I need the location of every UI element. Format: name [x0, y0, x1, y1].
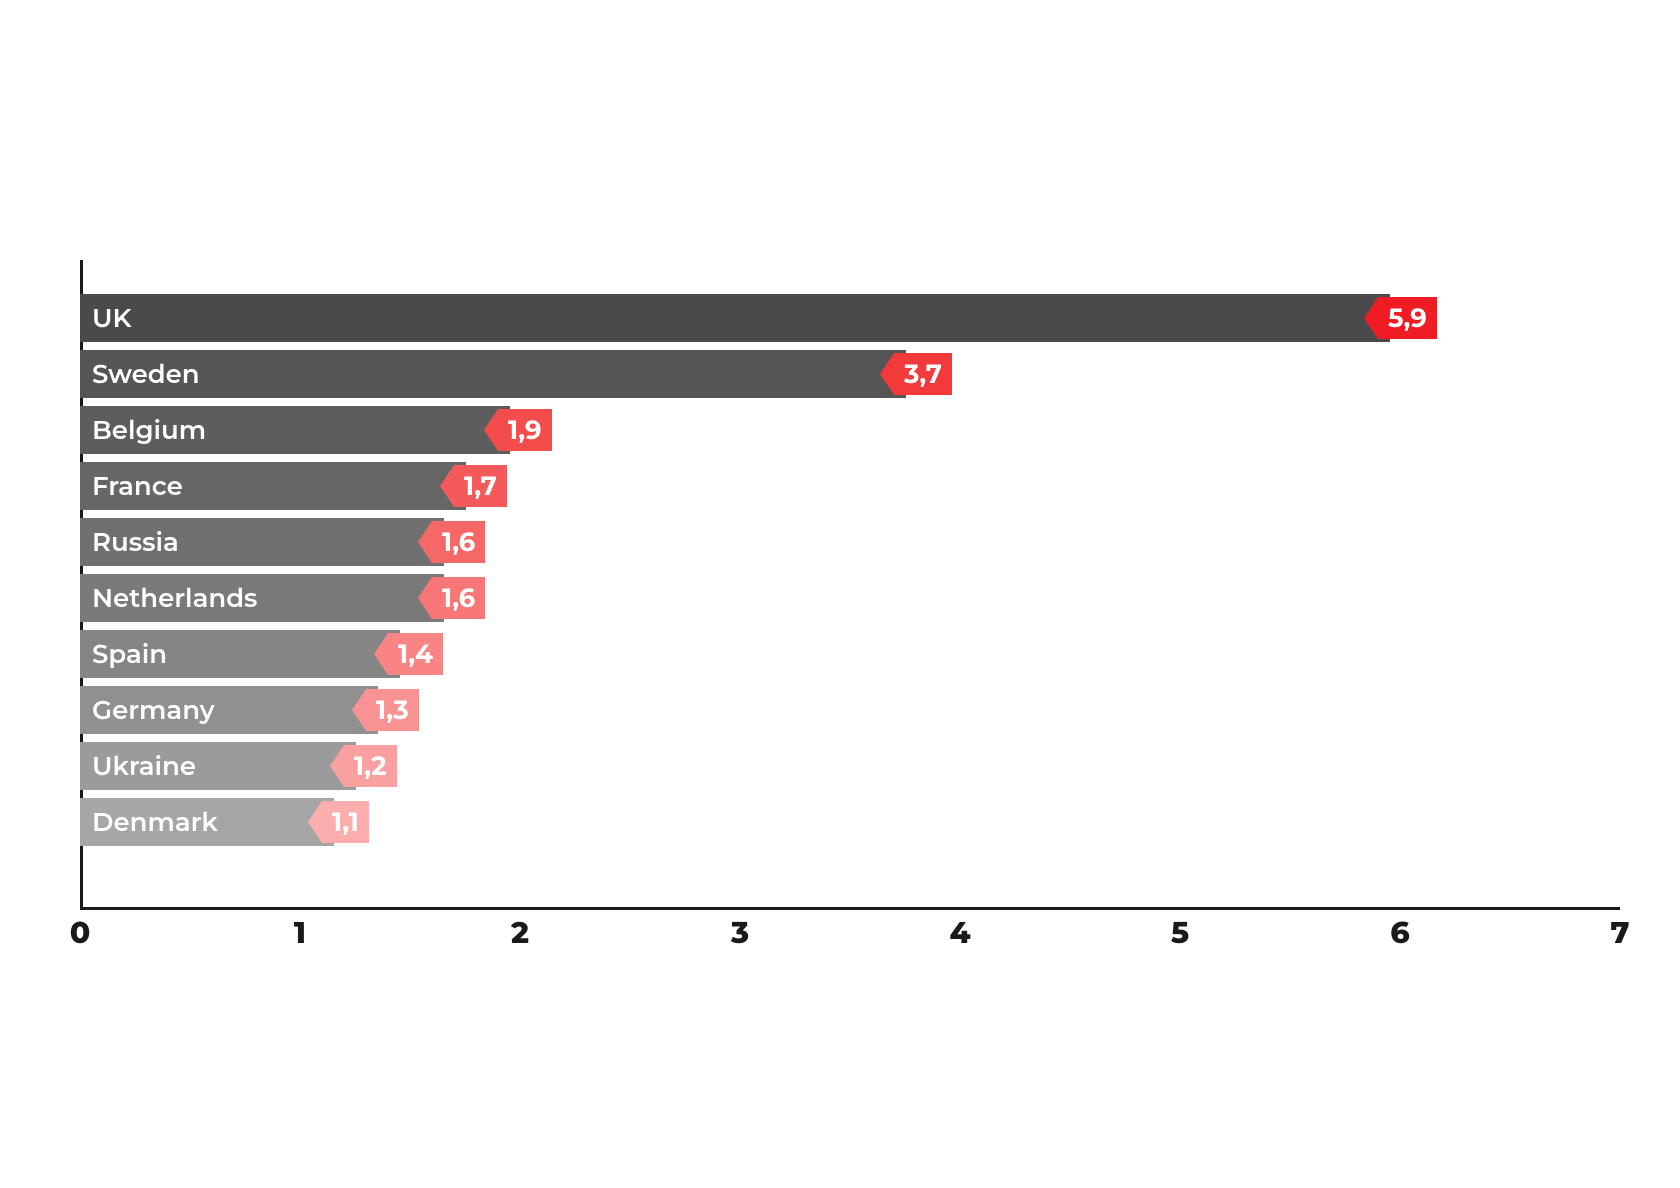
bar-row: Ukraine 1,2 — [80, 738, 1620, 794]
value-tag-body: 1,6 — [432, 521, 485, 563]
value-tag-body: 1,2 — [344, 745, 397, 787]
bar: Spain — [80, 630, 400, 678]
x-tick: 7 — [1611, 914, 1630, 951]
value-tag: 1,9 — [498, 409, 562, 451]
bar-value: 1,2 — [354, 750, 387, 782]
bar-label: France — [92, 470, 183, 502]
bar-row: Spain 1,4 — [80, 626, 1620, 682]
value-tag: 5,9 — [1378, 297, 1447, 339]
bar-label: Germany — [92, 694, 215, 726]
bar: Belgium — [80, 406, 510, 454]
x-tick: 4 — [950, 914, 971, 951]
value-tag-arrow-icon — [440, 465, 454, 507]
bar-value: 1,1 — [332, 806, 359, 838]
x-tick: 0 — [70, 914, 91, 951]
bar-label: Ukraine — [92, 750, 196, 782]
value-tag: 1,2 — [344, 745, 407, 787]
bar-value: 5,9 — [1388, 302, 1427, 334]
x-tick: 3 — [731, 914, 749, 951]
plot-area: UK 5,9 Sweden 3,7 Belgium 1,9 France 1,7 Russia 1… — [80, 260, 1620, 910]
bar: Russia — [80, 518, 444, 566]
bars-container: UK 5,9 Sweden 3,7 Belgium 1,9 France 1,7 Russia 1… — [80, 290, 1620, 850]
x-tick: 1 — [294, 914, 306, 951]
bar-row: Germany 1,3 — [80, 682, 1620, 738]
value-tag: 3,7 — [894, 353, 962, 395]
value-tag-body: 5,9 — [1378, 297, 1437, 339]
x-tick: 6 — [1390, 914, 1409, 951]
bar-label: Russia — [92, 526, 179, 558]
x-tick: 2 — [511, 914, 529, 951]
bar: UK — [80, 294, 1390, 342]
bar: Germany — [80, 686, 378, 734]
bar-label: UK — [92, 302, 131, 334]
value-tag-arrow-icon — [418, 521, 432, 563]
bar: Netherlands — [80, 574, 444, 622]
value-tag: 1,6 — [432, 521, 495, 563]
bar-label: Denmark — [92, 806, 218, 838]
value-tag-arrow-icon — [374, 633, 388, 675]
bar-label: Sweden — [92, 358, 200, 390]
value-tag-arrow-icon — [308, 801, 322, 843]
bar: Sweden — [80, 350, 906, 398]
value-tag-body: 1,1 — [322, 801, 369, 843]
bar: Ukraine — [80, 742, 356, 790]
bar-value: 1,3 — [376, 694, 409, 726]
bar-row: Russia 1,6 — [80, 514, 1620, 570]
value-tag: 1,6 — [432, 577, 495, 619]
value-tag: 1,3 — [366, 689, 429, 731]
value-tag-body: 1,7 — [454, 465, 507, 507]
bar-label: Netherlands — [92, 582, 257, 614]
value-tag-body: 1,3 — [366, 689, 419, 731]
value-tag-arrow-icon — [484, 409, 498, 451]
value-tag-body: 1,9 — [498, 409, 552, 451]
value-tag-body: 3,7 — [894, 353, 952, 395]
bar-row: UK 5,9 — [80, 290, 1620, 346]
bar: Denmark — [80, 798, 334, 846]
value-tag: 1,4 — [388, 633, 453, 675]
value-tag-arrow-icon — [418, 577, 432, 619]
x-ticks: 01234567 — [80, 914, 1620, 954]
bar-value: 1,4 — [398, 638, 433, 670]
value-tag-body: 1,6 — [432, 577, 485, 619]
value-tag-arrow-icon — [330, 745, 344, 787]
bar-value: 1,7 — [464, 470, 497, 502]
bar-value: 1,6 — [442, 582, 475, 614]
value-tag-arrow-icon — [1364, 297, 1378, 339]
bar-value: 1,9 — [508, 414, 542, 446]
bar-label: Spain — [92, 638, 167, 670]
value-tag: 1,7 — [454, 465, 517, 507]
value-tag-arrow-icon — [880, 353, 894, 395]
bar-row: Denmark 1,1 — [80, 794, 1620, 850]
bar-row: France 1,7 — [80, 458, 1620, 514]
bar-row: Sweden 3,7 — [80, 346, 1620, 402]
value-tag: 1,1 — [322, 801, 379, 843]
value-tag-body: 1,4 — [388, 633, 443, 675]
x-tick: 5 — [1171, 914, 1189, 951]
bar-value: 1,6 — [442, 526, 475, 558]
bar: France — [80, 462, 466, 510]
bar-row: Netherlands 1,6 — [80, 570, 1620, 626]
bar-value: 3,7 — [904, 358, 942, 390]
bar-row: Belgium 1,9 — [80, 402, 1620, 458]
x-axis — [80, 907, 1620, 910]
bar-label: Belgium — [92, 414, 206, 446]
value-tag-arrow-icon — [352, 689, 366, 731]
chart-canvas: UK 5,9 Sweden 3,7 Belgium 1,9 France 1,7 Russia 1… — [0, 0, 1680, 1188]
